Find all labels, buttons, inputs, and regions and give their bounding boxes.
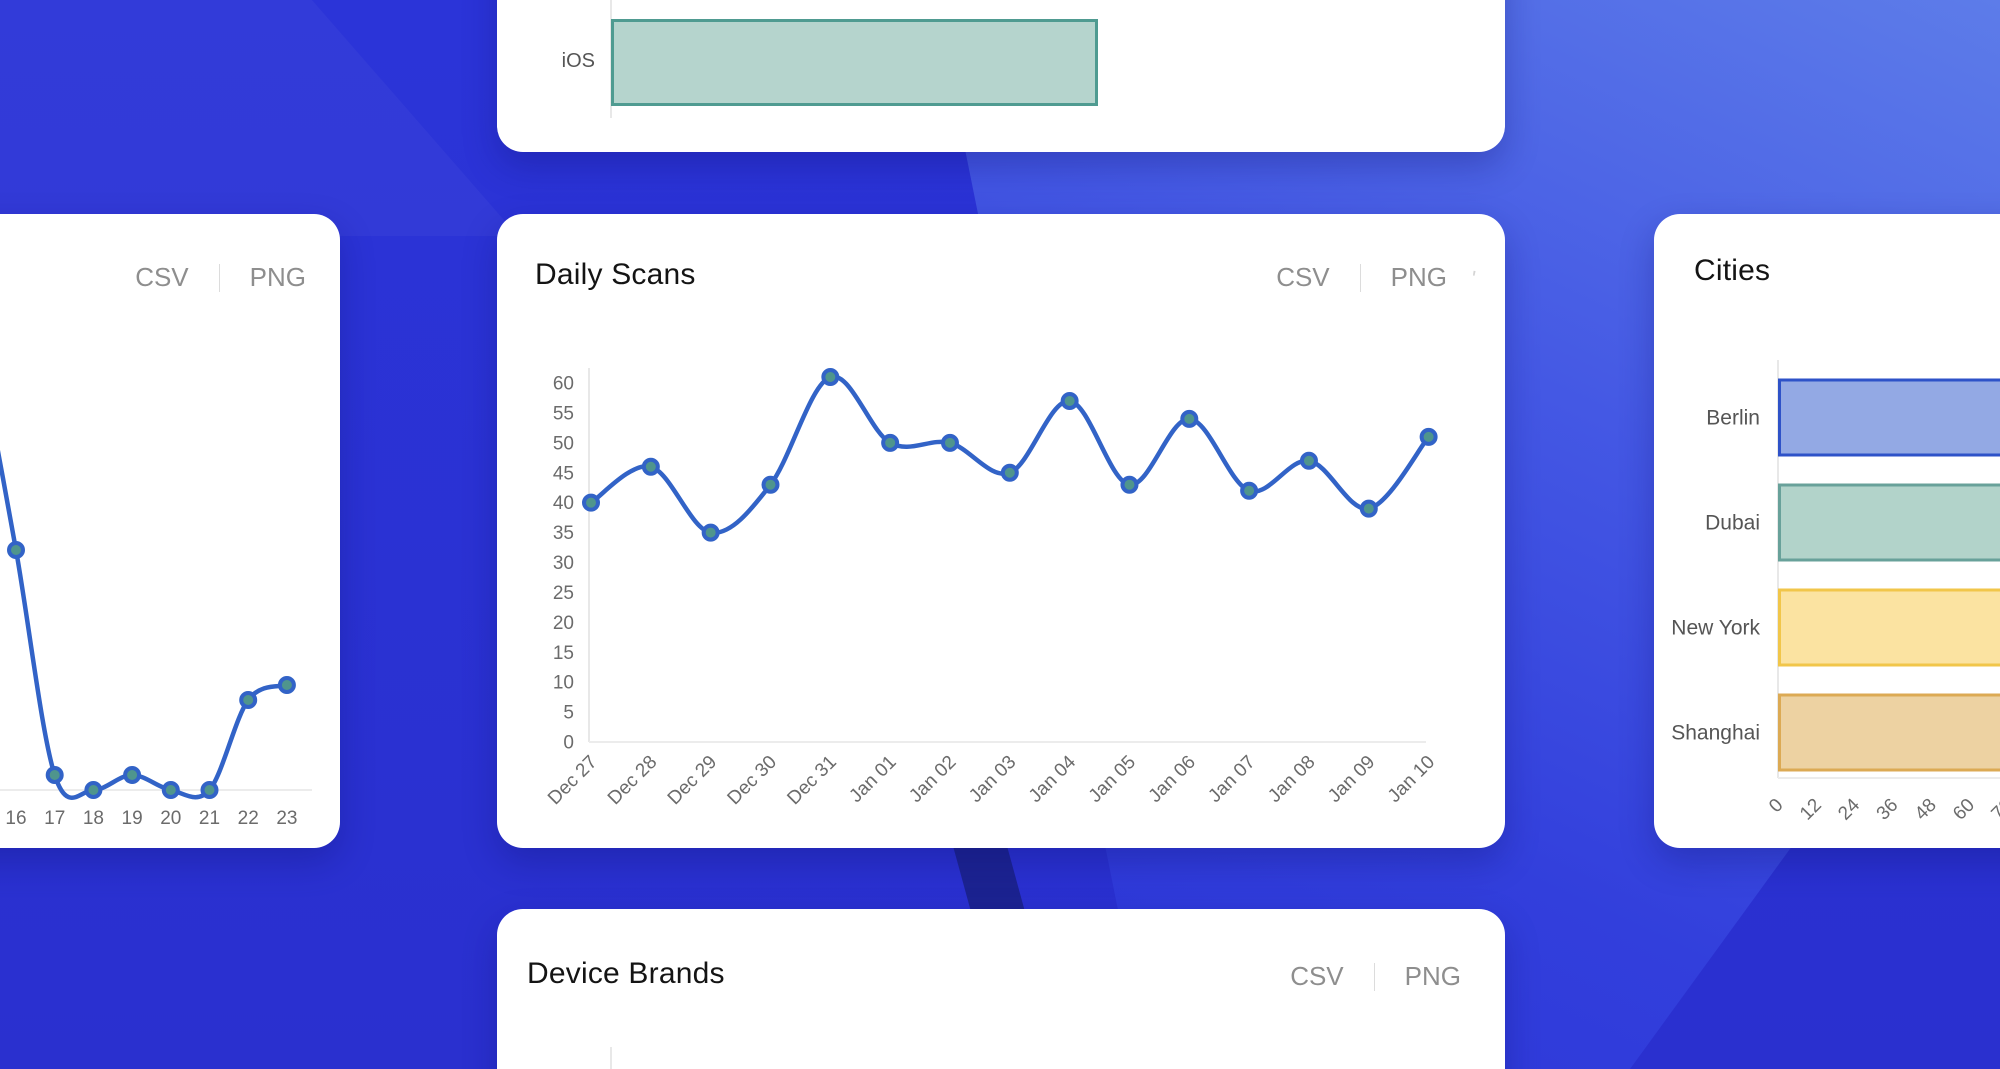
card-hourly-partial: CSV PNG 16 17 18 19 20 21 22 23 (0, 214, 340, 848)
y-tick-label: 45 (553, 463, 574, 484)
x-tick-label: 60 (1949, 795, 1979, 825)
cities-bar-chart: Berlin Dubai New York Shanghai 0 12 24 36 48 60 72 (1671, 360, 2000, 825)
png-export-button[interactable]: PNG (1390, 262, 1447, 292)
city-label: Berlin (1706, 407, 1760, 430)
data-point (641, 457, 660, 476)
ios-bar (611, 19, 1098, 106)
city-bar (1778, 483, 2000, 562)
data-point (1240, 481, 1259, 500)
x-tick-label: Dec 27 (544, 752, 601, 809)
x-tick-label: 36 (1873, 795, 1903, 825)
city-bar (1778, 378, 2000, 457)
data-point (1419, 427, 1438, 446)
hourly-line-chart: 16 17 18 19 20 21 22 23 (0, 449, 312, 829)
x-tick-label: 72 (1988, 795, 2000, 825)
x-tick-label: 12 (1796, 795, 1826, 825)
data-point (582, 493, 600, 512)
data-point (84, 781, 103, 799)
data-point (1359, 499, 1378, 518)
card-title: Device Brands (527, 957, 725, 990)
y-tick-label: 50 (553, 433, 574, 454)
data-point (239, 691, 258, 709)
ios-axis-label: iOS (561, 50, 595, 72)
data-point (7, 541, 25, 559)
x-tick-label: Jan 02 (905, 752, 960, 807)
city-label: Dubai (1705, 512, 1760, 535)
x-tick-label: Dec 28 (604, 752, 661, 809)
y-axis-line (610, 1047, 612, 1069)
x-tick-label: Jan 10 (1384, 752, 1439, 807)
y-tick-label: 0 (563, 733, 574, 754)
actions-divider (1373, 962, 1375, 991)
csv-export-button[interactable]: CSV (135, 262, 189, 292)
card-title: Cities (1694, 254, 1771, 287)
data-point (161, 781, 180, 799)
csv-export-button[interactable]: CSV (1276, 262, 1330, 292)
y-tick-label: 35 (553, 523, 574, 544)
x-tick-label: 18 (83, 808, 104, 829)
y-tick-label: 5 (563, 703, 574, 724)
city-label: New York (1671, 617, 1760, 640)
y-tick-label: 60 (553, 374, 574, 395)
actions-divider (1359, 263, 1361, 292)
card-title: Daily Scans (535, 258, 696, 291)
data-point (277, 676, 296, 694)
data-point (1060, 391, 1079, 410)
x-tick-label: 17 (44, 808, 65, 829)
x-tick-label: 23 (276, 808, 297, 829)
csv-export-button[interactable]: CSV (1290, 961, 1344, 991)
city-bar (1778, 588, 2000, 667)
data-point (940, 433, 959, 452)
line-series (0, 449, 290, 800)
city-label: Shanghai (1671, 722, 1760, 745)
y-tick-label: 20 (553, 613, 574, 634)
x-tick-label: Dec 29 (664, 752, 721, 809)
x-tick-label: 21 (199, 808, 220, 829)
data-point (761, 475, 780, 494)
y-tick-label: 40 (553, 493, 574, 514)
x-tick-label: 16 (5, 808, 26, 829)
data-point (701, 523, 720, 542)
y-tick-label: 25 (553, 583, 574, 604)
data-point (881, 433, 900, 452)
x-tick-label: Jan 07 (1204, 752, 1259, 807)
data-point (123, 766, 142, 784)
x-tick-label: Jan 09 (1324, 752, 1379, 807)
x-tick-label: 19 (122, 808, 143, 829)
x-tick-label: Jan 01 (845, 752, 900, 807)
city-bar (1778, 693, 2000, 772)
x-tick-label: Jan 05 (1085, 752, 1140, 807)
card-device-brands: Device Brands CSV PNG (497, 909, 1505, 1069)
png-export-button[interactable]: PNG (1404, 961, 1461, 991)
x-tick-label: Jan 03 (965, 752, 1020, 807)
actions-divider (218, 263, 220, 292)
card-cities: Cities Berlin Dubai New York Shanghai 0 12 24 3… (1654, 214, 2000, 848)
x-tick-label: 20 (160, 808, 181, 829)
data-point (1180, 409, 1199, 428)
data-point (1299, 451, 1318, 470)
data-point (1120, 475, 1139, 494)
y-tick-label: 30 (553, 553, 574, 574)
data-point (200, 781, 219, 799)
x-tick-label: 24 (1834, 794, 1864, 824)
x-tick-label: Jan 08 (1264, 752, 1319, 807)
x-tick-label: 48 (1911, 795, 1941, 825)
y-tick-label: 15 (553, 643, 574, 664)
y-tick-label: 10 (553, 673, 574, 694)
data-point (1000, 463, 1019, 482)
y-tick-label: 55 (553, 403, 574, 424)
x-tick-label: Dec 30 (724, 752, 781, 809)
x-tick-label: Dec 31 (783, 752, 840, 809)
x-tick-label: 22 (238, 808, 259, 829)
data-point (821, 368, 840, 387)
x-tick-label: 0 (1765, 795, 1787, 817)
x-tick-label: Jan 06 (1145, 752, 1200, 807)
x-tick-label: Jan 04 (1025, 751, 1080, 806)
png-export-button[interactable]: PNG (249, 262, 306, 292)
data-point (45, 766, 64, 784)
card-daily-scans: Daily Scans CSV PNG ' 0 5 10 15 20 25 30 35 40 45… (497, 214, 1505, 848)
card-top-partial: iOS (497, 0, 1505, 152)
